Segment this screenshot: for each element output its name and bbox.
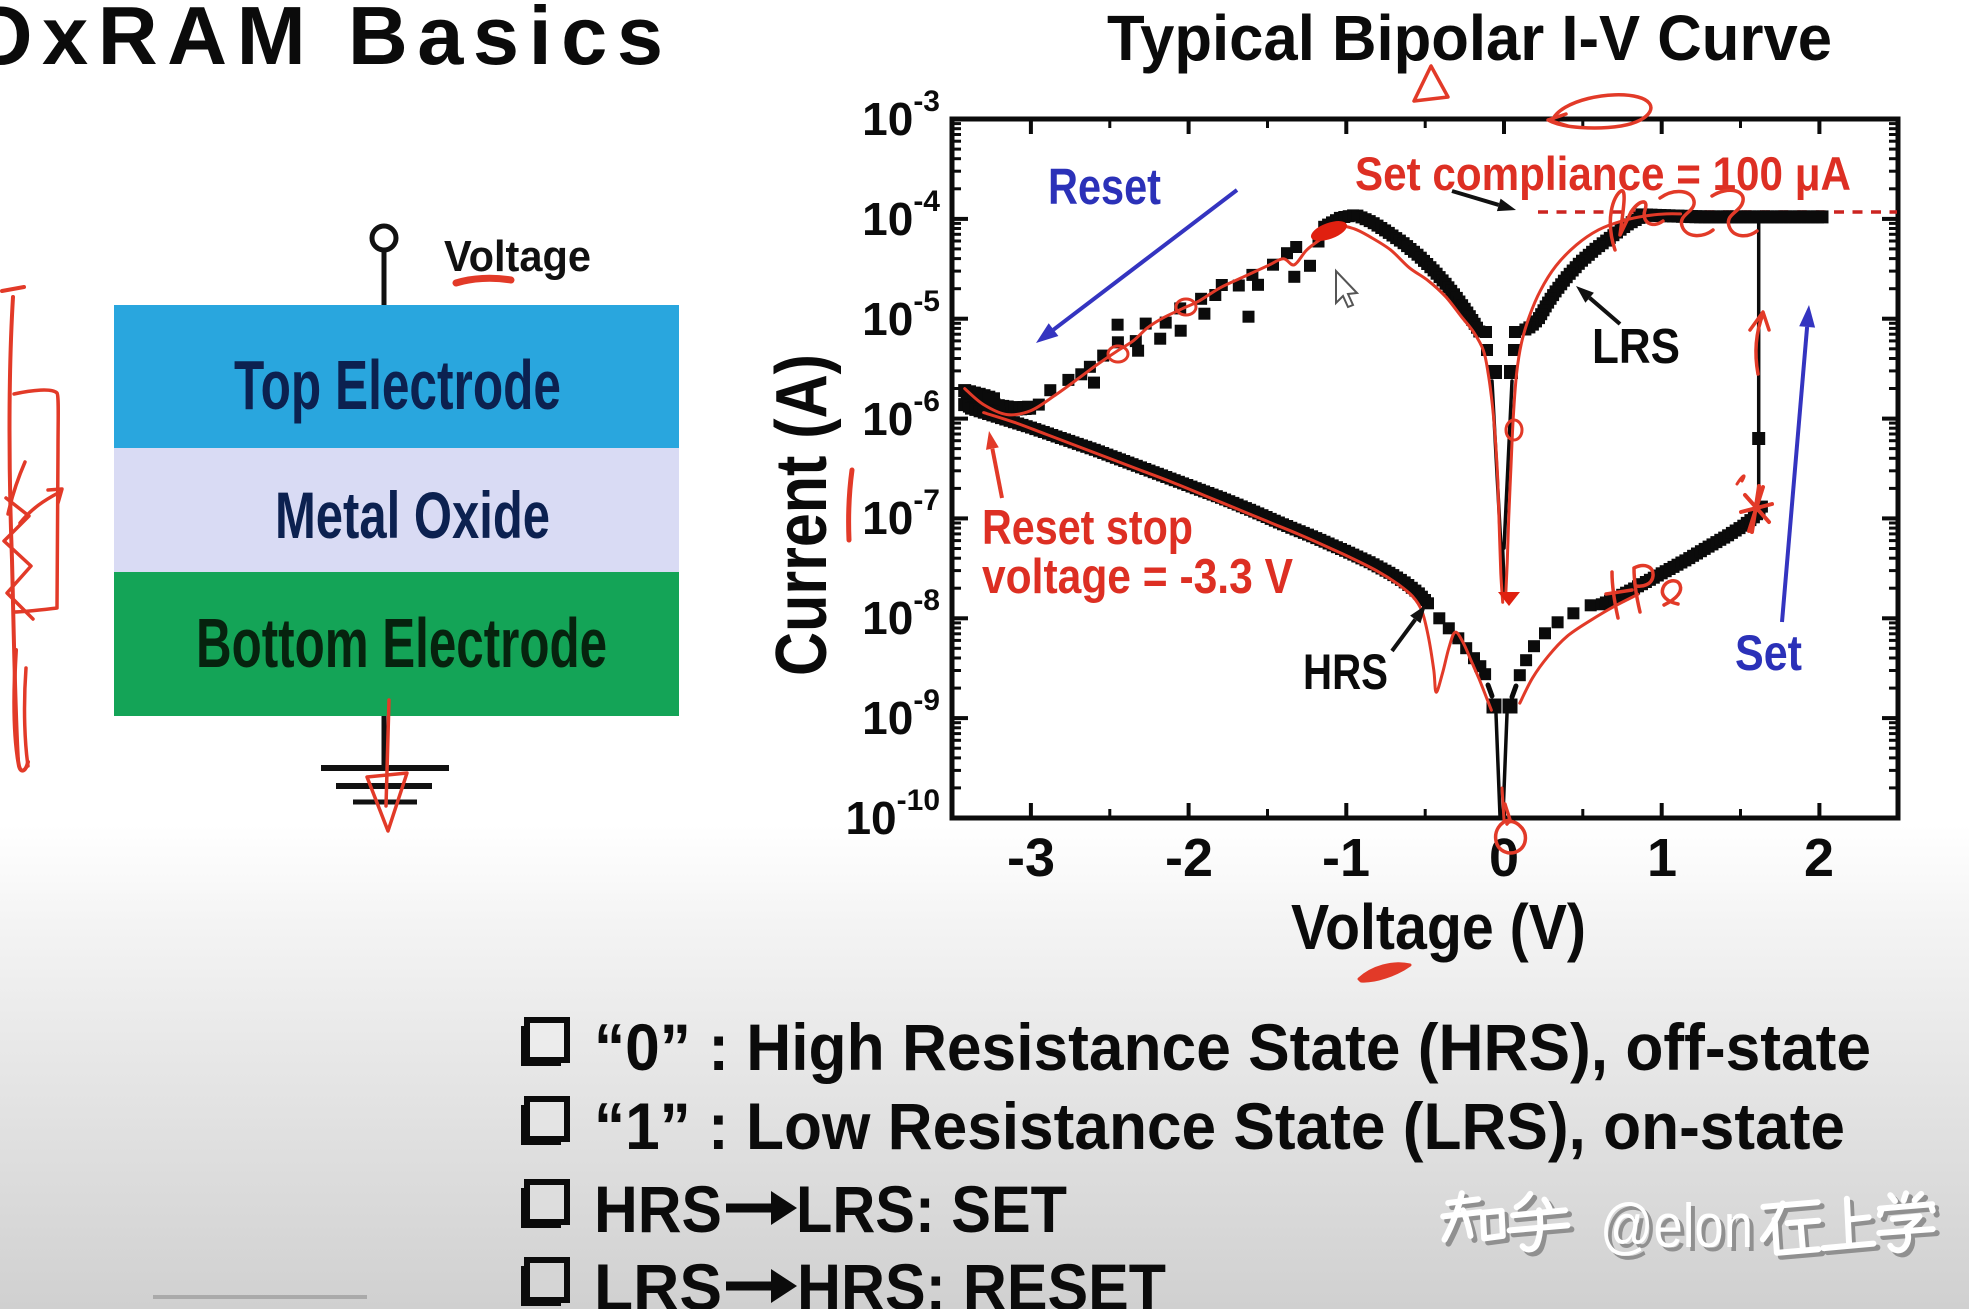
- svg-text:Top Electrode: Top Electrode: [234, 346, 561, 424]
- svg-text:10-3: 10-3: [862, 85, 940, 145]
- svg-text:0: 0: [1489, 828, 1519, 888]
- svg-text:“0” : High Resistance State (H: “0” : High Resistance State (HRS), off-s…: [594, 1010, 1871, 1084]
- svg-text:@elon: @elon: [1604, 1196, 1757, 1265]
- svg-text:Set compliance = 100 μA: Set compliance = 100 μA: [1355, 147, 1851, 200]
- svg-text:2: 2: [1804, 828, 1834, 888]
- svg-text:Voltage (V): Voltage (V): [1291, 891, 1586, 963]
- svg-text:OxRAM Basics: OxRAM Basics: [0, 0, 663, 82]
- svg-text:-3: -3: [1007, 828, 1055, 888]
- svg-text:LRS: LRS: [594, 1250, 722, 1309]
- svg-text:voltage = -3.3 V: voltage = -3.3 V: [982, 550, 1293, 604]
- svg-text:HRS: HRS: [594, 1172, 722, 1246]
- svg-text:@elon: @elon: [1600, 1192, 1753, 1261]
- svg-text:Reset: Reset: [1048, 158, 1161, 215]
- svg-text:LRS: SET: LRS: SET: [796, 1172, 1067, 1246]
- svg-text:Metal Oxide: Metal Oxide: [275, 478, 550, 552]
- svg-text:Bottom Electrode: Bottom Electrode: [196, 604, 607, 682]
- svg-text:HRS: RESET: HRS: RESET: [797, 1250, 1166, 1309]
- svg-text:HRS: HRS: [1303, 644, 1388, 700]
- svg-text:Reset stop: Reset stop: [982, 501, 1193, 555]
- svg-text:Set: Set: [1735, 625, 1802, 681]
- svg-text:1: 1: [1647, 828, 1677, 888]
- svg-text:LRS: LRS: [1592, 320, 1680, 374]
- svg-text:Typical Bipolar I-V Curve: Typical Bipolar I-V Curve: [1107, 2, 1832, 74]
- svg-text:Current (A): Current (A): [762, 354, 842, 676]
- svg-text:“1” : Low Resistance State (LR: “1” : Low Resistance State (LRS), on-sta…: [594, 1089, 1845, 1163]
- svg-text:-1: -1: [1322, 828, 1370, 888]
- svg-text:-2: -2: [1165, 828, 1213, 888]
- svg-text:Voltage: Voltage: [444, 232, 591, 281]
